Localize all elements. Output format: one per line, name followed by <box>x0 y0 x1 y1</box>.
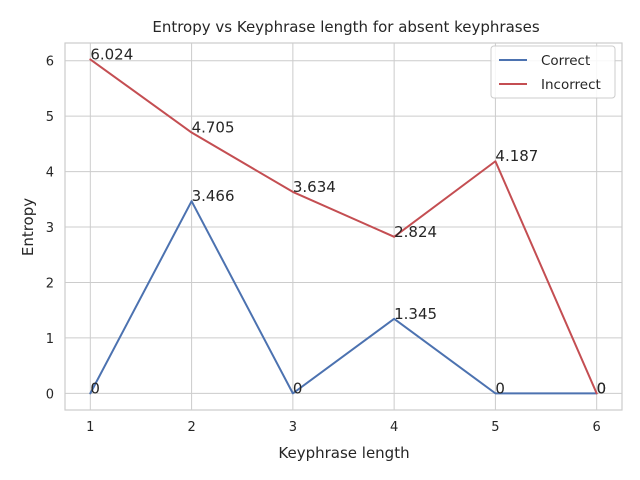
x-tick-label: 5 <box>491 420 499 435</box>
chart-title: Entropy vs Keyphrase length for absent k… <box>152 18 539 36</box>
data-label-incorrect: 6.024 <box>90 45 133 63</box>
legend-label-correct: Correct <box>541 53 590 69</box>
y-tick-label: 0 <box>46 387 54 402</box>
data-label-correct: 0 <box>90 379 100 397</box>
data-label-correct: 1.345 <box>394 305 437 323</box>
data-label-incorrect: 4.705 <box>192 119 235 137</box>
x-axis-label: Keyphrase length <box>278 444 409 462</box>
series-layer <box>89 58 598 395</box>
data-label-correct: 0 <box>597 379 607 397</box>
y-tick-label: 3 <box>46 221 54 236</box>
data-label-correct: 0 <box>293 379 303 397</box>
data-label-incorrect: 0 <box>597 379 607 397</box>
x-tick-label: 4 <box>390 420 398 435</box>
y-tick-label: 2 <box>46 276 54 291</box>
x-tick-label: 3 <box>289 420 297 435</box>
x-tick-label: 1 <box>86 420 94 435</box>
y-tick-label: 5 <box>46 110 54 125</box>
x-tick-label: 2 <box>187 420 195 435</box>
data-label-incorrect: 4.187 <box>495 147 538 165</box>
data-label-incorrect: 2.824 <box>394 223 437 241</box>
data-label-correct: 3.466 <box>192 187 235 205</box>
legend: Correct Incorrect <box>490 45 616 99</box>
data-label-correct: 0 <box>495 379 505 397</box>
legend-label-incorrect: Incorrect <box>541 77 601 93</box>
data-label-incorrect: 3.634 <box>293 178 336 196</box>
y-axis-label: Entropy <box>19 198 37 256</box>
series-line-correct <box>89 200 598 395</box>
y-tick-label: 1 <box>46 332 54 347</box>
tick-labels: 1 2 3 4 5 6 0 1 2 3 4 5 6 <box>46 55 601 435</box>
series-line-incorrect <box>89 58 598 395</box>
y-tick-label: 4 <box>46 166 54 181</box>
y-tick-label: 6 <box>46 55 54 70</box>
x-tick-label: 6 <box>593 420 601 435</box>
plot-frame <box>64 42 623 411</box>
